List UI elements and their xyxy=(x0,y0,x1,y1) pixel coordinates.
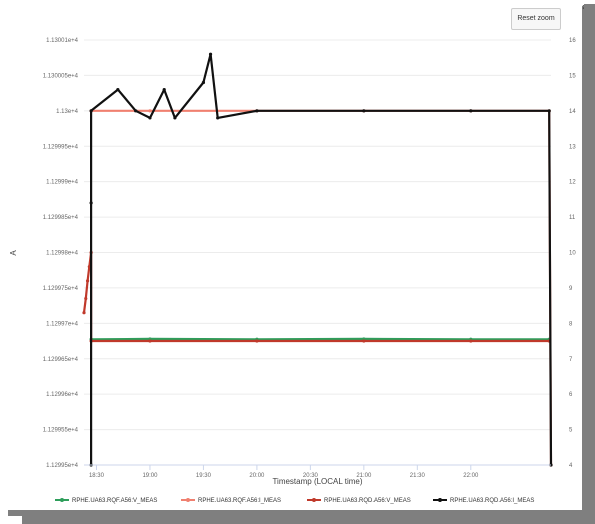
y-right-tick-label: 15 xyxy=(569,73,576,79)
data-point xyxy=(85,279,90,283)
y-left-tick-label: 1.129975e+4 xyxy=(43,286,79,292)
y-left-tick-label: 1.12996e+4 xyxy=(46,392,79,398)
chart-frame: 1.13001e+4 1.130005e+4 1.13e+4 1.129995e+4 1… xyxy=(4,0,588,510)
legend-marker xyxy=(186,498,190,502)
series-RPHE.UA63.RQD.A56:V_MEAS xyxy=(82,250,551,343)
data-point xyxy=(162,87,166,92)
y-right-tick-label: 12 xyxy=(569,180,576,186)
x-tick-label: 22:00 xyxy=(463,473,479,479)
x-tick-label: 19:30 xyxy=(196,473,212,479)
y-left-axis-title: A xyxy=(9,250,18,256)
shadow-right xyxy=(584,4,595,524)
series-layer xyxy=(82,52,553,467)
legend[interactable]: RPHE.UA63.RQF.A56:V_MEAS RPHE.UA63.RQF.A5… xyxy=(55,498,534,504)
data-point xyxy=(362,339,366,343)
data-point xyxy=(134,109,138,113)
data-point xyxy=(255,109,259,113)
data-point xyxy=(84,296,88,301)
y-left-tick-label: 1.12995e+4 xyxy=(46,463,79,469)
series-line xyxy=(82,251,550,343)
legend-label: RPHE.UA63.RQF.A56:V_MEAS xyxy=(72,498,157,504)
y-left-tick-label: 1.129995e+4 xyxy=(43,144,79,150)
legend-label: RPHE.UA63.RQD.A56:V_MEAS xyxy=(324,498,411,504)
data-point xyxy=(469,109,473,113)
shadow-bottom xyxy=(22,512,595,524)
data-point xyxy=(116,87,120,92)
legend-marker xyxy=(60,498,64,502)
series-RPHE.UA63.RQD.A56:I_MEAS xyxy=(89,52,553,467)
y-left-tick-label: 1.129955e+4 xyxy=(43,428,79,434)
y-right-tick-label: 9 xyxy=(569,286,573,292)
y-left-tick-label: 1.13e+4 xyxy=(56,109,79,115)
data-point xyxy=(547,109,551,113)
y-left-tick-label: 1.12997e+4 xyxy=(46,321,79,327)
legend-item[interactable]: RPHE.UA63.RQD.A56:V_MEAS xyxy=(307,498,411,504)
series-line xyxy=(89,53,553,466)
x-tick-label: 21:00 xyxy=(356,473,372,479)
data-point xyxy=(469,339,473,343)
y-right-tick-label: 16 xyxy=(569,38,576,44)
x-tick-label: 18:30 xyxy=(89,473,105,479)
data-point xyxy=(216,116,220,120)
legend-item[interactable]: RPHE.UA63.RQF.A56:V_MEAS xyxy=(55,498,157,504)
reset-zoom-button[interactable]: Reset zoom xyxy=(511,8,561,30)
data-point xyxy=(148,339,152,343)
data-point xyxy=(82,311,86,315)
x-tick-label: 21:30 xyxy=(410,473,426,479)
data-point xyxy=(89,109,93,113)
axes: 1.13001e+4 1.130005e+4 1.13e+4 1.129995e+4 1… xyxy=(9,38,576,486)
data-point xyxy=(148,116,152,120)
y-right-tick-label: 13 xyxy=(569,144,576,150)
x-tick-label: 19:00 xyxy=(142,473,158,479)
legend-label: RPHE.UA63.RQF.A56:I_MEAS xyxy=(198,498,281,504)
y-right-tick-label: 4 xyxy=(569,463,573,469)
data-point xyxy=(89,201,93,205)
legend-item[interactable]: RPHE.UA63.RQD.A56:I_MEAS xyxy=(433,498,534,504)
data-point xyxy=(208,52,213,56)
data-point xyxy=(255,339,259,343)
legend-label: RPHE.UA63.RQD.A56:I_MEAS xyxy=(450,498,534,504)
y-left-tick-label: 1.13001e+4 xyxy=(46,38,79,44)
x-tick-label: 20:30 xyxy=(303,473,319,479)
chart-svg: 1.13001e+4 1.130005e+4 1.13e+4 1.129995e+4 1… xyxy=(9,38,576,504)
x-axis-title: Timestamp (LOCAL time) xyxy=(272,477,362,486)
y-left-tick-label: 1.12998e+4 xyxy=(46,251,79,257)
y-right-tick-label: 10 xyxy=(569,251,576,257)
y-left-tick-label: 1.130005e+4 xyxy=(43,73,79,79)
grid-lines xyxy=(84,39,551,466)
y-right-tick-label: 7 xyxy=(569,357,573,363)
x-tick-label: 20:00 xyxy=(249,473,265,479)
y-right-tick-label: 11 xyxy=(569,215,576,221)
y-left-tick-label: 1.129985e+4 xyxy=(43,215,79,221)
y-right-tick-label: 5 xyxy=(569,428,573,434)
legend-item[interactable]: RPHE.UA63.RQF.A56:I_MEAS xyxy=(181,498,281,504)
y-right-tick-label: 6 xyxy=(569,392,573,398)
data-point xyxy=(173,116,177,120)
data-point xyxy=(362,109,366,113)
y-left-tick-label: 1.129965e+4 xyxy=(43,357,79,363)
y-left-tick-label: 1.12999e+4 xyxy=(46,180,79,186)
data-point xyxy=(201,80,206,85)
y-right-tick-label: 14 xyxy=(569,109,576,115)
legend-marker xyxy=(438,498,442,502)
y-right-tick-label: 8 xyxy=(569,321,573,327)
data-point xyxy=(148,109,152,113)
legend-marker xyxy=(312,498,316,502)
